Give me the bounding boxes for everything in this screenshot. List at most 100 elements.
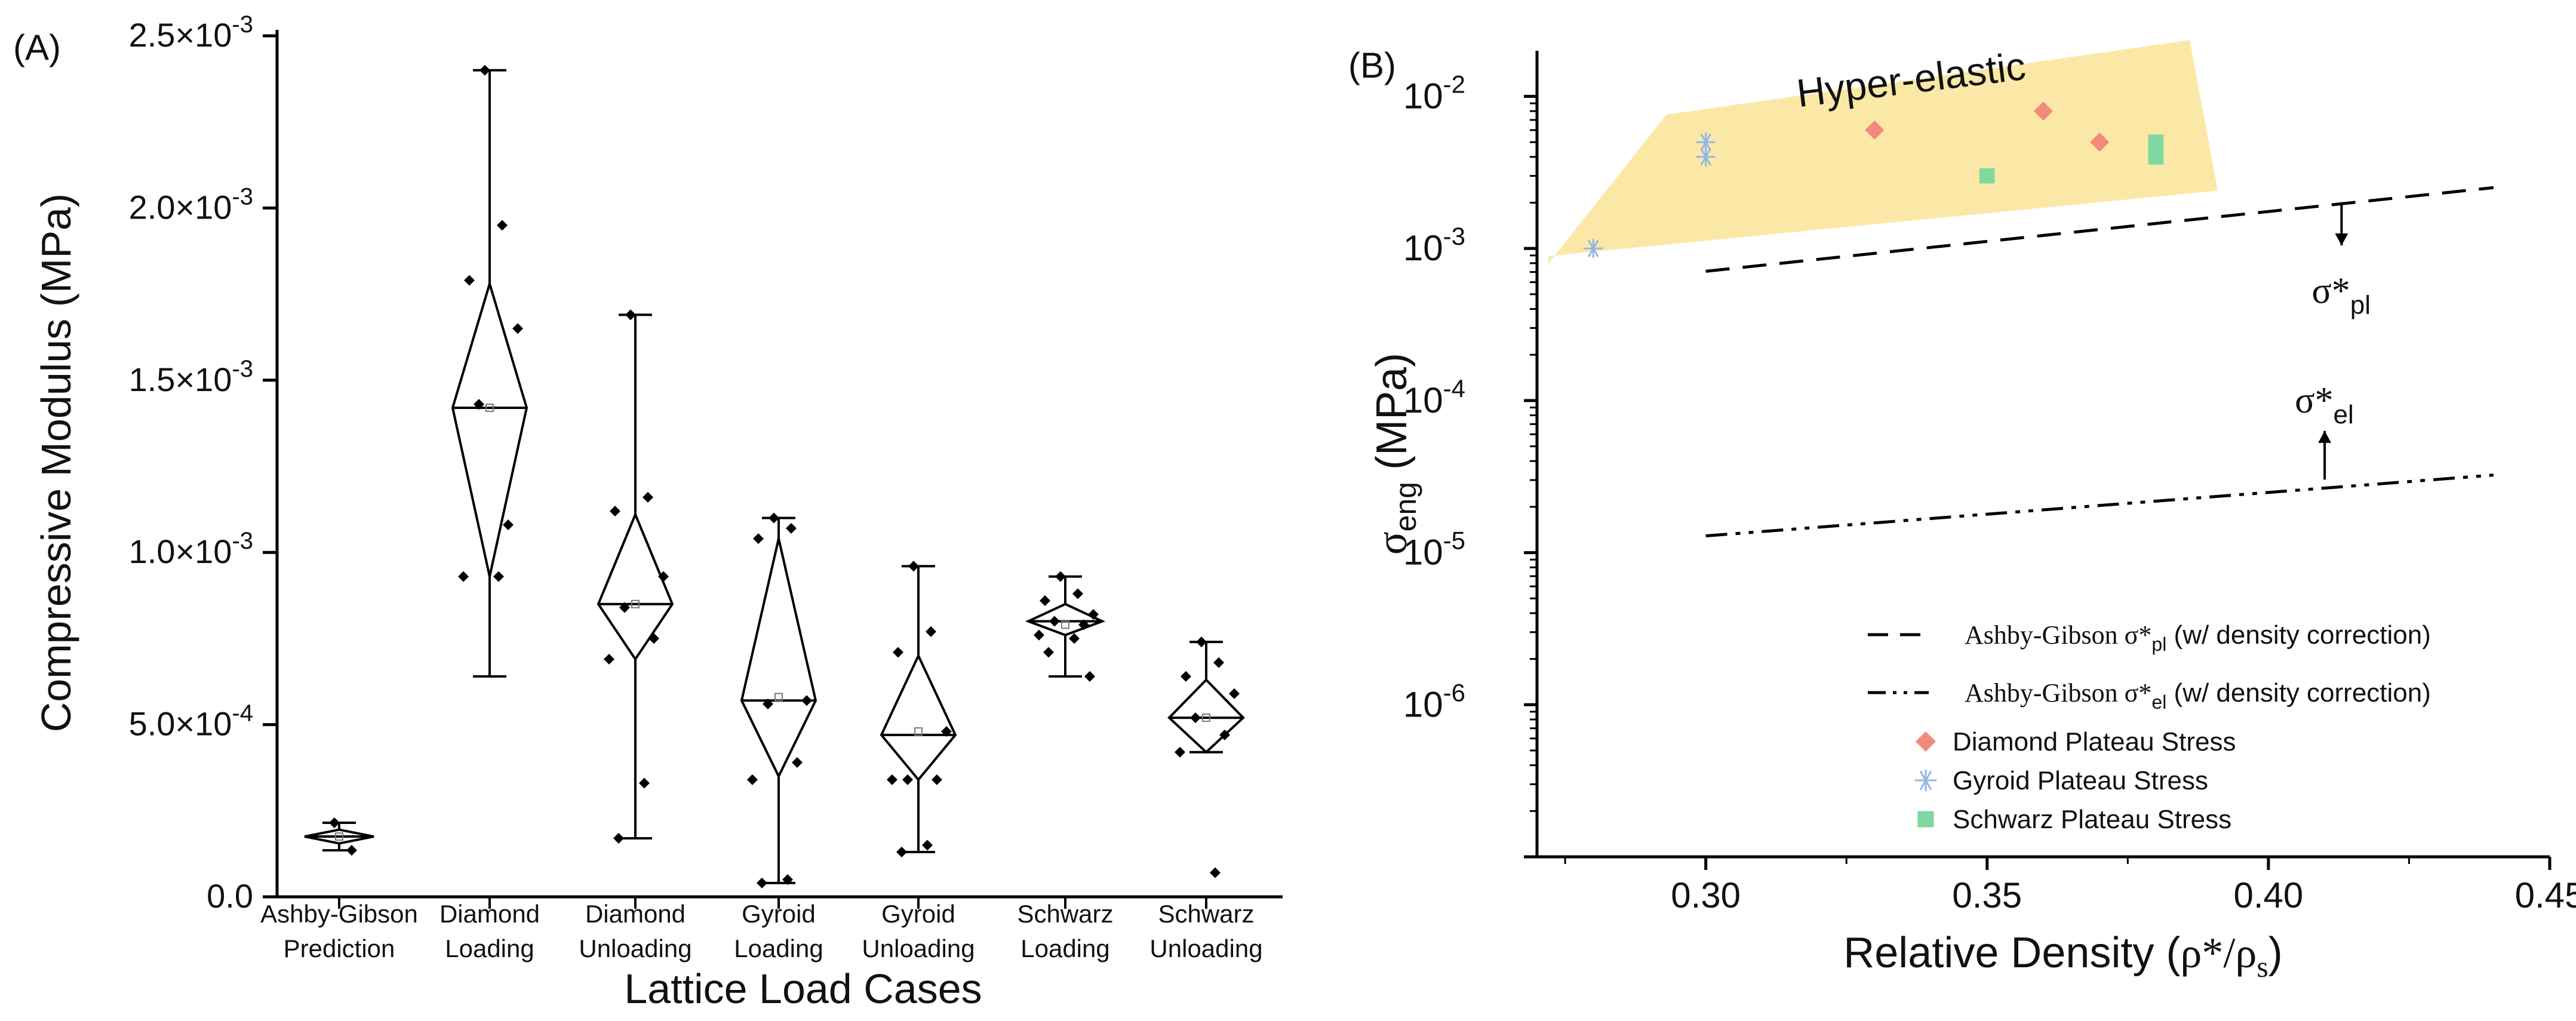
legend-gyroid-label: Gyroid Plateau Stress [1953, 766, 2208, 795]
a-x-tick-label-line2: Unloading [862, 934, 975, 962]
box-diamond-unloading [597, 309, 674, 844]
annotation-label: σ*pl [2311, 270, 2371, 319]
b-x-tick-label: 0.45 [2515, 875, 2576, 915]
annotation-arrow-head [2318, 430, 2332, 443]
a-x-axis-title: Lattice Load Cases [624, 965, 982, 1012]
a-y-tick-label: 1.5×10-3 [129, 356, 253, 398]
data-point [503, 519, 514, 531]
a-x-tick-label-line2: Prediction [284, 934, 395, 962]
b-y-tick-label: 10-4 [1403, 374, 1465, 420]
a-x-tick-label-line1: Diamond [585, 900, 686, 928]
a-x-tick-label-line1: Ashby-Gibson [260, 900, 418, 928]
annotation-label: σ*el [2295, 380, 2354, 429]
data-point [769, 512, 779, 524]
mean-marker [914, 727, 923, 736]
a-y-axis-title: Compressive Modulus (MPa) [33, 193, 79, 732]
a-y-ticks: 0.0 5.0×10-4 1.0×10-3 1.5×10-3 2.0×10-3 2.5×1… [129, 11, 277, 915]
legend-schwarz-label: Schwarz Plateau Stress [1953, 805, 2231, 834]
data-point [1043, 647, 1054, 658]
schwarz-point [2148, 134, 2164, 150]
data-point [1088, 609, 1099, 620]
iqr-diamond [451, 279, 528, 577]
schwarz-point [1979, 168, 1995, 184]
data-point [613, 832, 624, 844]
a-x-tick-label-line1: Schwarz [1158, 900, 1254, 928]
panel-a-label: (A) [13, 27, 61, 67]
data-point [1196, 636, 1207, 648]
data-point [1219, 729, 1230, 740]
box-schwarz-unloading [1167, 636, 1245, 878]
a-y-tick-label: 2.0×10-3 [129, 183, 253, 226]
b-y-tick-label: 10-6 [1403, 678, 1465, 724]
b-y-tick-label: 10-2 [1403, 70, 1465, 116]
data-point [763, 698, 773, 709]
a-y-tick-label: 2.5×10-3 [129, 11, 253, 54]
iqr-diamond [304, 828, 374, 845]
panel-b: (B) Hyper-elastic 10-610-510-410-310-2 0… [1348, 40, 2576, 983]
b-annotations: σ*pl σ*el [2295, 202, 2371, 480]
iqr-diamond [740, 538, 817, 779]
data-point [458, 571, 469, 582]
mean-marker [335, 832, 343, 841]
data-point [497, 220, 508, 231]
a-x-tick-label-line1: Diamond [439, 900, 540, 928]
iqr-diamond [880, 653, 957, 782]
mean-marker [631, 599, 640, 608]
data-point [610, 505, 620, 516]
schwarz-point [2148, 149, 2164, 165]
data-point [902, 774, 913, 785]
a-boxes [304, 64, 1245, 888]
data-point [464, 275, 475, 286]
annotation-sigma-el: σ*el [2295, 380, 2354, 480]
data-point [1213, 657, 1224, 668]
data-point [801, 695, 812, 706]
b-y-axis-title: σeng (MPa) [1368, 353, 1422, 555]
mean-marker [1061, 620, 1069, 629]
legend-gyroid-marker [1915, 770, 1936, 791]
data-point [1210, 867, 1221, 878]
diamond-point [2090, 133, 2110, 152]
hyper-elastic-region [1548, 40, 2218, 264]
data-point [896, 847, 907, 858]
a-x-ticks: Ashby-Gibson Prediction Diamond Loading Diam… [260, 897, 1263, 962]
a-x-tick-label-line1: Gyroid [881, 900, 955, 928]
data-point [1069, 633, 1080, 644]
data-point [747, 774, 758, 785]
data-point [1175, 746, 1185, 758]
data-point [1229, 688, 1240, 699]
mean-marker [485, 403, 494, 412]
gyroid-point [1696, 147, 1716, 167]
legend-el-label: Ashby-Gibson σ*el (w/ density correction… [1965, 678, 2431, 713]
data-point [1049, 616, 1060, 627]
data-point [658, 571, 669, 582]
diamond-point [1865, 120, 1885, 140]
data-point [1084, 671, 1095, 682]
legend-diamond-marker [1916, 731, 1936, 752]
b-x-tick-label: 0.40 [2233, 875, 2303, 915]
b-x-axis-title: Relative Density (ρ*/ρs) [1843, 929, 2283, 983]
iqr-diamond [1167, 678, 1245, 754]
gyroid-point [1696, 133, 1716, 152]
diamond-point [2034, 102, 2053, 121]
b-y-tick-label: 10-5 [1403, 527, 1465, 573]
data-point [643, 491, 653, 503]
a-x-tick-label-line2: Loading [445, 934, 534, 962]
data-point [757, 877, 767, 888]
box-gyroid-unloading [880, 561, 957, 858]
legend-diamond-label: Diamond Plateau Stress [1953, 727, 2236, 756]
a-x-tick-label-line2: Loading [734, 934, 823, 962]
data-point [786, 522, 797, 534]
a-y-tick-label: 1.0×10-3 [129, 528, 253, 570]
data-point [329, 817, 340, 828]
data-point [893, 647, 903, 658]
data-point [625, 309, 636, 321]
data-point [1055, 571, 1066, 582]
data-point [1078, 619, 1089, 631]
legend-schwarz-marker [1917, 811, 1934, 828]
data-point [782, 874, 793, 885]
data-point [648, 633, 659, 644]
b-y-tick-label: 10-3 [1403, 222, 1465, 268]
ashby-gibson-el-line [1705, 473, 2494, 538]
data-point [1072, 588, 1083, 599]
data-point [639, 777, 650, 789]
